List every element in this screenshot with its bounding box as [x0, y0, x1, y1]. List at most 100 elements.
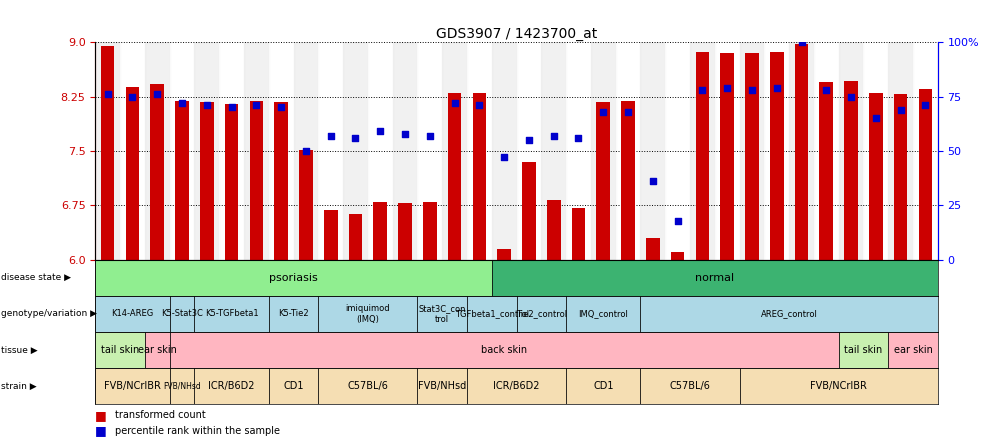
Bar [275, 103, 288, 260]
Bar [640, 296, 937, 332]
Bar [918, 89, 931, 260]
Point [422, 132, 438, 139]
Point [743, 87, 760, 94]
Bar [719, 53, 733, 260]
Text: ICR/B6D2: ICR/B6D2 [208, 381, 255, 391]
Bar [541, 42, 565, 260]
Text: Stat3C_con
trol: Stat3C_con trol [418, 304, 466, 324]
Bar [838, 332, 888, 368]
Bar [844, 81, 857, 260]
Bar [571, 207, 585, 260]
Bar [398, 203, 412, 260]
Bar [269, 42, 294, 260]
Point [323, 132, 339, 139]
Bar [596, 102, 609, 260]
Text: Tie2_control: Tie2_control [515, 309, 566, 318]
Bar [546, 200, 560, 260]
Text: TGFbeta1_control: TGFbeta1_control [454, 309, 528, 318]
Text: C57BL/6: C57BL/6 [669, 381, 709, 391]
Bar [738, 368, 937, 404]
Text: K5-Tie2: K5-Tie2 [278, 309, 309, 318]
Point [768, 84, 784, 91]
Bar [472, 93, 486, 260]
Bar [175, 101, 188, 260]
Bar [95, 296, 169, 332]
Bar [269, 368, 318, 404]
Text: imiquimod
(IMQ): imiquimod (IMQ) [346, 304, 390, 324]
Bar [888, 332, 937, 368]
Text: disease state ▶: disease state ▶ [1, 273, 71, 282]
Bar [95, 368, 169, 404]
Bar [417, 296, 467, 332]
Point [372, 128, 388, 135]
Bar [893, 95, 907, 260]
Text: FVB/NCrIBR: FVB/NCrIBR [810, 381, 867, 391]
Point [818, 87, 834, 94]
Bar [144, 332, 169, 368]
Title: GDS3907 / 1423700_at: GDS3907 / 1423700_at [436, 27, 596, 41]
Text: ■: ■ [95, 408, 107, 422]
Bar [169, 42, 194, 260]
Bar [194, 42, 219, 260]
Text: CD1: CD1 [592, 381, 613, 391]
Bar [467, 368, 565, 404]
Point [298, 147, 314, 155]
Text: AREG_control: AREG_control [760, 309, 817, 318]
Text: ICR/B6D2: ICR/B6D2 [493, 381, 539, 391]
Text: tissue ▶: tissue ▶ [1, 345, 38, 354]
Bar [318, 368, 417, 404]
Text: normal: normal [694, 273, 733, 283]
Text: ear skin: ear skin [893, 345, 932, 355]
Bar [150, 84, 164, 260]
Bar [219, 42, 243, 260]
Point [397, 130, 413, 137]
Point [892, 106, 908, 113]
Bar [689, 42, 714, 260]
Point [718, 84, 734, 91]
Bar [565, 368, 640, 404]
Bar [101, 46, 114, 260]
Text: tail skin: tail skin [101, 345, 139, 355]
Point [594, 108, 610, 115]
Point [619, 108, 635, 115]
Bar [565, 42, 590, 260]
Point [693, 87, 709, 94]
Bar [695, 52, 708, 260]
Bar [442, 42, 467, 260]
Bar [620, 101, 634, 260]
Point [520, 136, 536, 143]
Bar [95, 42, 120, 260]
Bar [243, 42, 269, 260]
Bar [318, 296, 417, 332]
Bar [565, 296, 640, 332]
Point [173, 99, 189, 107]
Bar [615, 42, 640, 260]
Bar [664, 42, 689, 260]
Point [471, 102, 487, 109]
Point [669, 217, 685, 224]
Bar [144, 42, 169, 260]
Bar [491, 260, 937, 296]
Point [843, 93, 859, 100]
Point [273, 104, 289, 111]
Text: tail skin: tail skin [844, 345, 882, 355]
Bar [447, 93, 461, 260]
Text: back skin: back skin [481, 345, 527, 355]
Bar [169, 332, 838, 368]
Bar [670, 253, 683, 260]
Bar [491, 42, 516, 260]
Bar [497, 249, 510, 260]
Bar [770, 52, 783, 260]
Bar [813, 42, 838, 260]
Text: ear skin: ear skin [137, 345, 176, 355]
Text: CD1: CD1 [283, 381, 304, 391]
Bar [392, 42, 417, 260]
Point [99, 91, 115, 98]
Text: K14-AREG: K14-AREG [111, 309, 153, 318]
Bar [714, 42, 738, 260]
Bar [95, 260, 491, 296]
Point [223, 104, 239, 111]
Bar [199, 103, 213, 260]
Point [917, 102, 933, 109]
Bar [819, 82, 833, 260]
